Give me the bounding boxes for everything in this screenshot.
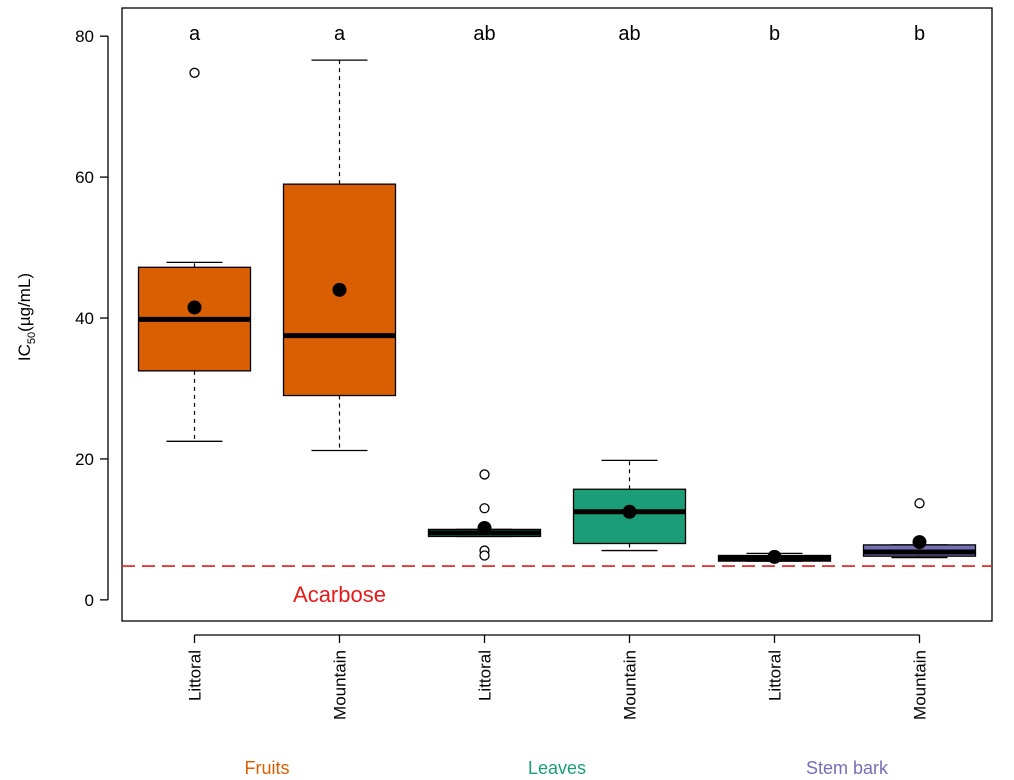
group-label: Fruits: [245, 758, 290, 778]
x-tick-label: Littoral: [186, 650, 205, 701]
x-tick-label: Littoral: [476, 650, 495, 701]
y-tick-label: 60: [75, 168, 94, 187]
box-3: ab: [427, 23, 542, 561]
mean-point: [332, 282, 347, 297]
outlier-point: [479, 469, 490, 480]
outlier-point: [914, 498, 925, 509]
significance-letter: b: [769, 23, 780, 45]
significance-letter: a: [334, 23, 346, 45]
x-tick-label: Mountain: [911, 650, 930, 720]
significance-letter: ab: [473, 23, 495, 45]
mean-point: [912, 535, 927, 550]
y-axis-label: IC50(µg/mL): [15, 273, 38, 361]
group-label: Stem bark: [806, 758, 889, 778]
y-tick-label: 40: [75, 309, 94, 328]
y-tick-label: 0: [85, 591, 94, 610]
y-axis: 0 20 40 60 80: [75, 27, 109, 610]
significance-letter: a: [189, 23, 201, 45]
significance-letter: b: [914, 23, 925, 45]
outlier-point: [479, 503, 490, 514]
box-6: b: [862, 23, 977, 559]
box-5: b: [717, 23, 832, 564]
plot-area: Acarbose a a ab ab b b: [121, 7, 993, 622]
mean-point: [622, 504, 637, 519]
outlier-point: [189, 67, 200, 78]
reference-line-label: Acarbose: [293, 582, 386, 607]
x-axis: Littoral Mountain Littoral Mountain Littoral…: [186, 634, 930, 778]
mean-point: [767, 549, 782, 564]
box-2: a: [282, 23, 397, 452]
box-4: ab: [572, 23, 687, 552]
group-label: Leaves: [528, 758, 586, 778]
x-tick-label: Mountain: [621, 650, 640, 720]
x-tick-label: Mountain: [331, 650, 350, 720]
significance-letter: ab: [618, 23, 640, 45]
plot-frame: [121, 7, 993, 622]
y-tick-label: 80: [75, 27, 94, 46]
outlier-point: [479, 550, 490, 561]
y-tick-label: 20: [75, 450, 94, 469]
x-tick-label: Littoral: [766, 650, 785, 701]
mean-point: [477, 520, 492, 535]
box-1: a: [137, 23, 252, 442]
mean-point: [187, 300, 202, 315]
